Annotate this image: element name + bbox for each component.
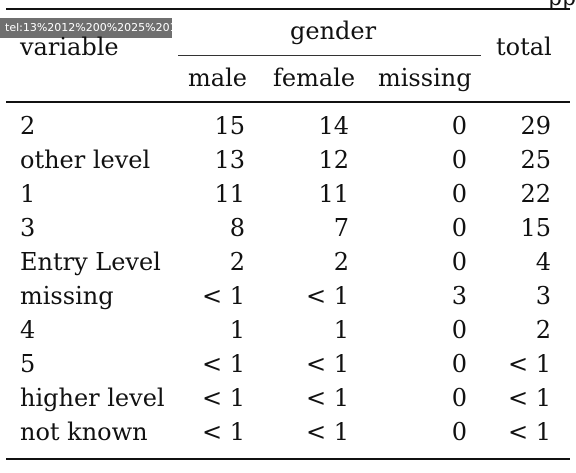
cell-missing: 0 [451,248,467,276]
cell-female: 2 [333,248,349,276]
cell-male: 2 [229,248,245,276]
cell-male: 15 [214,112,245,140]
table-row: not known < 1 < 1 0 < 1 [0,415,576,449]
header-gender-group: gender [290,17,377,45]
table-row: 5 < 1 < 1 0 < 1 [0,347,576,381]
header-variable: variable [20,33,119,61]
cell-male: 11 [214,180,245,208]
cell-total: < 1 [507,418,551,446]
cell-total: 22 [520,180,551,208]
cell-female: < 1 [305,282,349,310]
table-row: missing < 1 < 1 3 3 [0,279,576,313]
phone-link-badge[interactable]: tel:13%2012%200%2025%201 [0,18,172,38]
cell-missing: 0 [451,316,467,344]
table-header-rule [6,101,570,103]
cell-total: 29 [520,112,551,140]
header-missing: missing [378,64,472,92]
cell-missing: 0 [451,214,467,242]
cell-female: 11 [318,180,349,208]
header-total: total [496,33,552,61]
table-top-rule [6,8,570,10]
table-row: 1 11 11 0 22 [0,177,576,211]
cell-missing: 3 [451,282,467,310]
cell-missing: 0 [451,384,467,412]
cell-missing: 0 [451,112,467,140]
cut-off-top-text: pp [548,0,576,11]
cell-variable: other level [20,146,151,174]
cell-variable: Entry Level [20,248,161,276]
table-row: higher level < 1 < 1 0 < 1 [0,381,576,415]
cell-total: 25 [520,146,551,174]
table-row: Entry Level 2 2 0 4 [0,245,576,279]
cell-female: 7 [333,214,349,242]
cell-variable: 2 [20,112,36,140]
cell-total: 3 [535,282,551,310]
cell-male: 1 [229,316,245,344]
cell-male: < 1 [201,350,245,378]
cell-variable: 3 [20,214,36,242]
cell-total: 15 [520,214,551,242]
cell-male: < 1 [201,418,245,446]
cell-variable: not known [20,418,148,446]
table-row: other level 13 12 0 25 [0,143,576,177]
table-row: 4 1 1 0 2 [0,313,576,347]
cell-missing: 0 [451,350,467,378]
table-bottom-rule [6,458,570,460]
cell-variable: 1 [20,180,36,208]
cell-total: < 1 [507,350,551,378]
cell-variable: higher level [20,384,165,412]
cell-female: < 1 [305,350,349,378]
header-male: male [188,64,247,92]
cell-male: 13 [214,146,245,174]
cell-total: < 1 [507,384,551,412]
cell-female: 1 [333,316,349,344]
cell-variable: 4 [20,316,36,344]
cell-female: < 1 [305,384,349,412]
gender-group-rule [178,55,481,57]
cell-missing: 0 [451,180,467,208]
table-row: 2 15 14 0 29 [0,109,576,143]
cell-male: < 1 [201,384,245,412]
cell-male: < 1 [201,282,245,310]
cell-variable: missing [20,282,114,310]
cell-missing: 0 [451,418,467,446]
cell-total: 2 [535,316,551,344]
cell-female: < 1 [305,418,349,446]
cell-variable: 5 [20,350,36,378]
cell-missing: 0 [451,146,467,174]
table-row: 3 8 7 0 15 [0,211,576,245]
header-female: female [273,64,356,92]
cell-female: 14 [318,112,349,140]
cell-female: 12 [318,146,349,174]
cell-male: 8 [229,214,245,242]
cell-total: 4 [535,248,551,276]
